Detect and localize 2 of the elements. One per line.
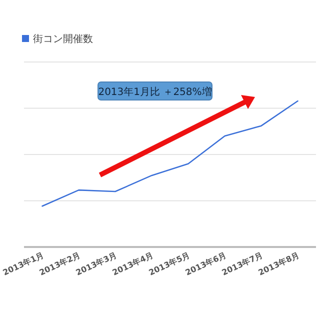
legend-label: 街コン開催数 bbox=[33, 33, 93, 45]
text: 2013年1月比 ＋258%増 bbox=[98, 86, 212, 98]
